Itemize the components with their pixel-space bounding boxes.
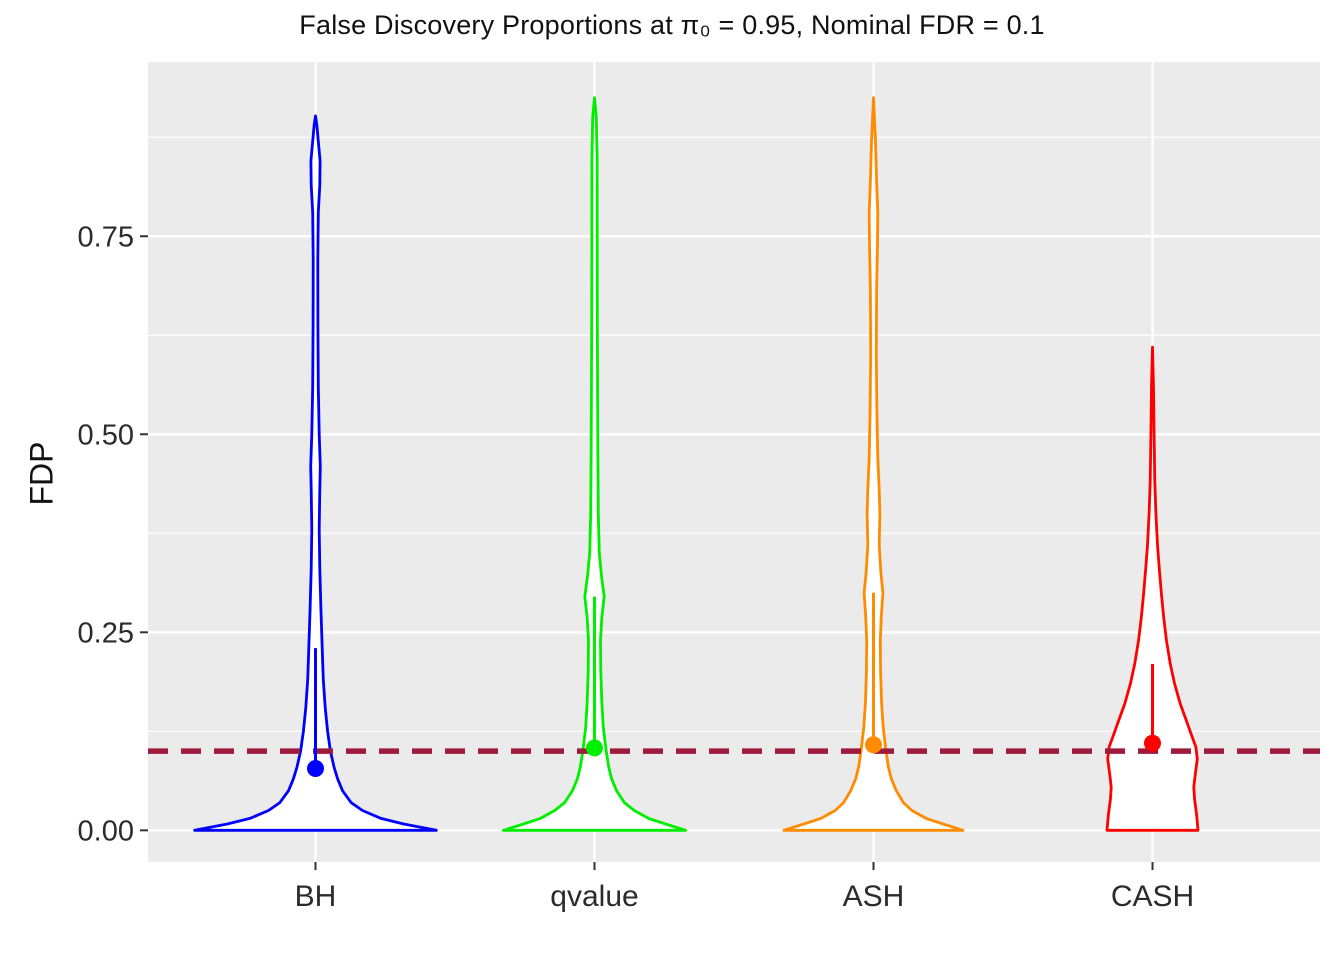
mean-dot-cash [1144, 734, 1161, 752]
x-tick-label-ash: ASH [843, 880, 905, 913]
mean-dot-bh [307, 760, 324, 778]
x-tick-label-cash: CASH [1111, 880, 1194, 913]
y-tick-label: 0.50 [78, 419, 134, 451]
y-axis-label: FDP [23, 441, 60, 506]
y-tick-label: 0.25 [78, 617, 134, 649]
x-tick-label-bh: BH [295, 880, 337, 913]
violin-bh [193, 114, 438, 832]
x-tick-label-qvalue: qvalue [550, 880, 638, 913]
violin-cash [1105, 345, 1200, 832]
violin-qvalue [502, 96, 687, 832]
violin-ash [782, 96, 965, 832]
mean-dot-ash [865, 736, 882, 754]
y-tick-label: 0.75 [78, 221, 134, 253]
y-tick-label: 0.00 [78, 815, 134, 847]
chart-title: False Discovery Proportions at π₀ = 0.95… [299, 10, 1045, 40]
mean-dot-qvalue [586, 739, 603, 757]
